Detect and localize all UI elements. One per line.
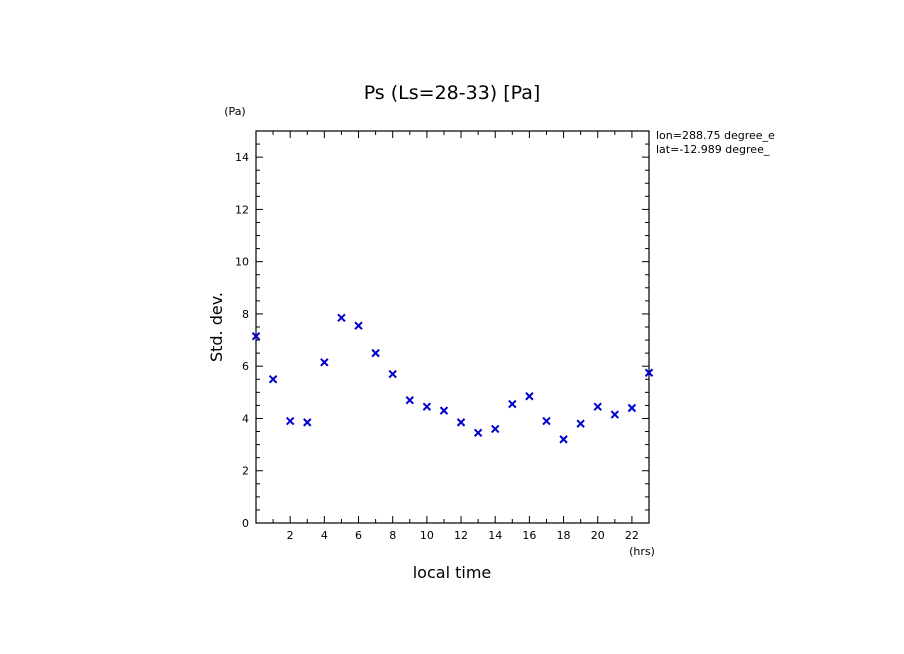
x-tick-label: 14	[488, 529, 502, 542]
y-tick-label: 12	[235, 203, 249, 216]
data-point-stroke	[320, 358, 329, 367]
x-tick-label: 18	[557, 529, 571, 542]
chart-title: Ps (Ls=28-33) [Pa]	[364, 82, 541, 104]
data-point	[525, 392, 534, 401]
data-point-stroke	[456, 418, 466, 427]
x-tick-label: 22	[625, 529, 639, 542]
annotation-lat: lat=-12.989 degree_	[656, 143, 770, 156]
y-unit-label: (Pa)	[224, 105, 245, 118]
data-point-stroke	[337, 313, 346, 323]
x-tick-label: 16	[522, 529, 536, 542]
data-point-stroke	[610, 410, 620, 419]
axis-layer	[255, 130, 650, 524]
x-tick-label: 2	[287, 529, 294, 542]
data-point-stroke	[251, 331, 261, 341]
data-point-stroke	[576, 419, 585, 428]
data-point	[593, 402, 602, 411]
data-point	[388, 369, 397, 379]
data-point	[627, 403, 637, 413]
data-point-stroke	[559, 435, 568, 444]
data-point-stroke	[542, 416, 551, 426]
y-tick-label: 14	[235, 151, 249, 164]
data-point-stroke	[268, 375, 278, 384]
data-points	[251, 313, 654, 444]
data-point-stroke	[285, 416, 295, 426]
data-point	[439, 406, 449, 415]
data-point	[559, 435, 568, 444]
y-tick-label: 10	[235, 256, 249, 269]
data-point-stroke	[371, 348, 380, 358]
data-point	[456, 418, 466, 427]
data-point	[371, 348, 380, 358]
data-point-stroke	[405, 395, 414, 405]
tick-label-layer: 2 4 6 8 10 12 14 16 18 20 22 0 2 4 6 8 10 12 14	[235, 151, 639, 542]
data-point	[268, 375, 278, 384]
y-tick-label: 2	[242, 465, 249, 478]
data-point	[285, 416, 295, 426]
data-point-stroke	[491, 424, 500, 434]
data-point	[405, 395, 414, 405]
x-tick-label: 10	[420, 529, 434, 542]
annotation-lon: lon=288.75 degree_e	[656, 129, 775, 142]
x-tick-label: 8	[389, 529, 396, 542]
data-point	[337, 313, 346, 323]
y-tick-label: 0	[242, 517, 249, 530]
data-point-stroke	[508, 399, 517, 409]
y-tick-label: 8	[242, 308, 249, 321]
data-point	[576, 419, 585, 428]
data-point-stroke	[593, 402, 602, 411]
data-point-stroke	[644, 368, 654, 377]
y-tick-label: 4	[242, 412, 249, 425]
data-point	[610, 410, 620, 419]
y-tick-label: 6	[242, 360, 249, 373]
x-unit-label: (hrs)	[629, 545, 655, 558]
data-point-stroke	[303, 418, 312, 427]
x-axis-label: local time	[413, 563, 492, 582]
data-point	[491, 424, 500, 434]
data-point-stroke	[422, 402, 432, 411]
data-point	[422, 402, 432, 411]
data-point	[644, 368, 654, 377]
y-axis-label: Std. dev.	[207, 292, 226, 362]
x-tick-label: 6	[355, 529, 362, 542]
data-point-stroke	[525, 392, 534, 401]
data-point	[251, 331, 261, 341]
plot-frame	[255, 130, 650, 524]
x-tick-label: 12	[454, 529, 468, 542]
data-point-stroke	[354, 321, 363, 330]
data-point	[473, 428, 483, 438]
data-point	[303, 418, 312, 427]
data-point	[542, 416, 551, 426]
data-point	[354, 321, 363, 330]
data-point-stroke	[627, 403, 637, 413]
x-tick-label: 20	[591, 529, 605, 542]
data-point-stroke	[388, 369, 397, 379]
data-point	[320, 358, 329, 367]
data-point-stroke	[473, 428, 483, 438]
data-point-stroke	[439, 406, 449, 415]
x-tick-label: 4	[321, 529, 328, 542]
data-point	[508, 399, 517, 409]
